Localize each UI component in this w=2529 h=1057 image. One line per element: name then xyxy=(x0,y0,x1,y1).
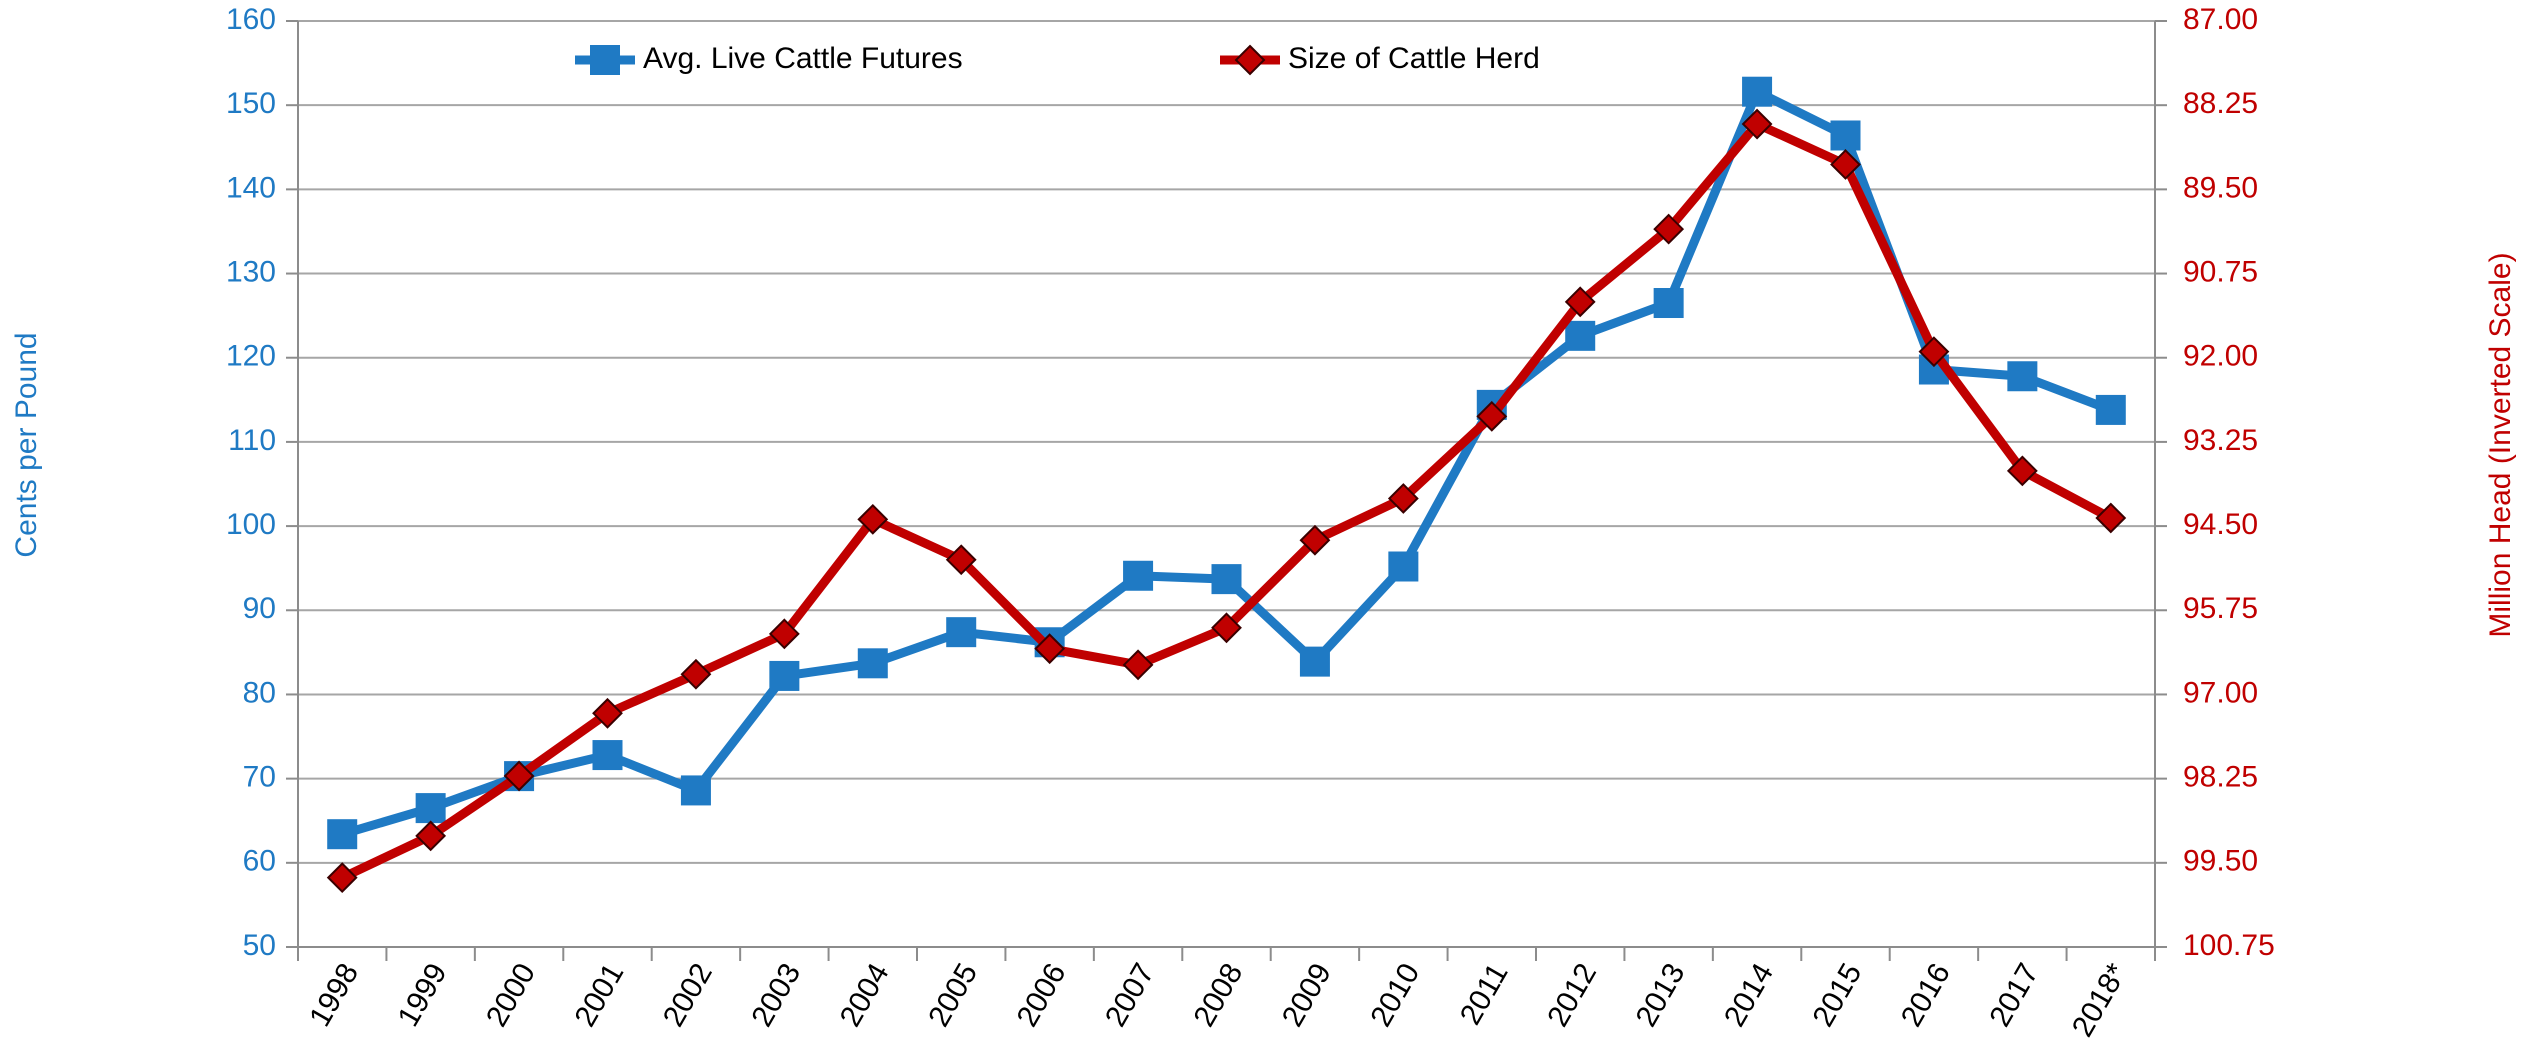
data-point xyxy=(1299,524,1331,556)
y2-tick-label: 97.00 xyxy=(2183,676,2258,709)
x-tick-label: 2011 xyxy=(1454,958,1515,1030)
x-tick-label: 2008 xyxy=(1187,958,1249,1032)
data-point xyxy=(1387,483,1419,514)
data-point xyxy=(1653,288,1684,319)
data-point xyxy=(945,544,977,576)
x-tick-label: 2017 xyxy=(1983,958,2045,1032)
data-point xyxy=(1388,551,1419,582)
data-point xyxy=(1299,646,1330,677)
data-point xyxy=(592,740,623,771)
data-point xyxy=(415,793,446,824)
y-tick-label: 130 xyxy=(226,255,276,288)
data-point xyxy=(415,820,447,852)
data-point xyxy=(2006,455,2038,487)
data-point xyxy=(2095,394,2126,425)
data-point xyxy=(1742,76,1773,107)
x-tick-label: 2003 xyxy=(745,958,807,1032)
data-point xyxy=(769,660,800,691)
data-point xyxy=(2095,502,2127,534)
y2-tick-label: 93.25 xyxy=(2183,424,2258,457)
x-tick-label: 2002 xyxy=(657,958,719,1032)
y2-tick-label: 99.50 xyxy=(2183,845,2258,878)
y2-tick-label: 94.50 xyxy=(2183,508,2258,541)
y2-axis-label: Million Head (Inverted Scale) xyxy=(2484,252,2517,637)
data-point xyxy=(768,618,800,650)
data-point xyxy=(1830,120,1861,151)
data-point xyxy=(1565,320,1596,351)
y-tick-label: 50 xyxy=(243,929,276,962)
data-point xyxy=(1741,108,1773,140)
x-tick-label: 1998 xyxy=(303,958,365,1032)
x-tick-label: 2004 xyxy=(834,958,896,1032)
y2-tick-label: 90.75 xyxy=(2183,255,2258,288)
data-point xyxy=(1211,564,1242,595)
x-tick-label: 2018* xyxy=(2066,958,2134,1043)
x-tick-label: 2009 xyxy=(1276,958,1338,1032)
x-tick-label: 2007 xyxy=(1099,958,1161,1032)
x-tick-label: 2013 xyxy=(1630,958,1692,1032)
y-tick-label: 80 xyxy=(243,676,276,709)
x-tick-label: 2001 xyxy=(568,958,630,1032)
y2-tick-label: 92.00 xyxy=(2183,340,2258,373)
data-point xyxy=(2007,361,2038,392)
y2-tick-label: 87.00 xyxy=(2183,3,2258,36)
data-point xyxy=(1918,336,1950,368)
data-point xyxy=(1034,633,1066,665)
y2-tick-label: 98.25 xyxy=(2183,761,2258,794)
data-point xyxy=(1211,612,1242,644)
data-point xyxy=(1476,400,1508,432)
legend-label: Avg. Live Cattle Futures xyxy=(643,42,963,75)
x-tick-label: 2012 xyxy=(1541,958,1603,1032)
x-tick-label: 2015 xyxy=(1806,958,1868,1032)
y-tick-label: 100 xyxy=(226,508,276,541)
x-tick-label: 2000 xyxy=(480,958,542,1032)
y2-tick-label: 89.50 xyxy=(2183,171,2258,204)
y-tick-label: 90 xyxy=(243,592,276,625)
data-point xyxy=(326,862,358,894)
data-point xyxy=(503,760,535,792)
y-tick-label: 110 xyxy=(228,424,276,457)
data-point xyxy=(592,697,623,729)
x-tick-label: 2006 xyxy=(1011,958,1073,1032)
y-tick-label: 60 xyxy=(243,845,276,878)
data-point xyxy=(1564,286,1596,318)
data-point xyxy=(1123,560,1154,591)
y-tick-label: 120 xyxy=(226,340,276,373)
x-tick-label: 2016 xyxy=(1895,958,1957,1032)
data-point xyxy=(857,648,888,679)
y-tick-label: 150 xyxy=(226,87,276,120)
y-tick-label: 140 xyxy=(226,171,276,204)
y-axis-label: Cents per Pound xyxy=(10,332,43,557)
data-point xyxy=(327,819,358,850)
y2-tick-label: 100.75 xyxy=(2183,929,2275,962)
legend-marker xyxy=(590,45,620,75)
data-point xyxy=(1653,213,1685,245)
legend-marker xyxy=(1234,44,1266,76)
data-point xyxy=(680,658,712,690)
y2-tick-label: 88.25 xyxy=(2183,87,2258,120)
x-tick-label: 2010 xyxy=(1364,958,1426,1032)
data-point xyxy=(946,617,977,648)
data-point xyxy=(1122,649,1154,681)
data-point xyxy=(857,503,889,535)
x-tick-label: 2005 xyxy=(922,958,984,1032)
data-point xyxy=(680,775,711,806)
y2-tick-label: 95.75 xyxy=(2183,592,2258,625)
x-tick-label: 2014 xyxy=(1718,958,1780,1032)
data-point xyxy=(1830,149,1861,180)
y-tick-label: 160 xyxy=(226,3,276,36)
x-tick-label: 1999 xyxy=(392,958,454,1032)
y-tick-label: 70 xyxy=(243,761,276,794)
legend-label: Size of Cattle Herd xyxy=(1288,42,1540,75)
